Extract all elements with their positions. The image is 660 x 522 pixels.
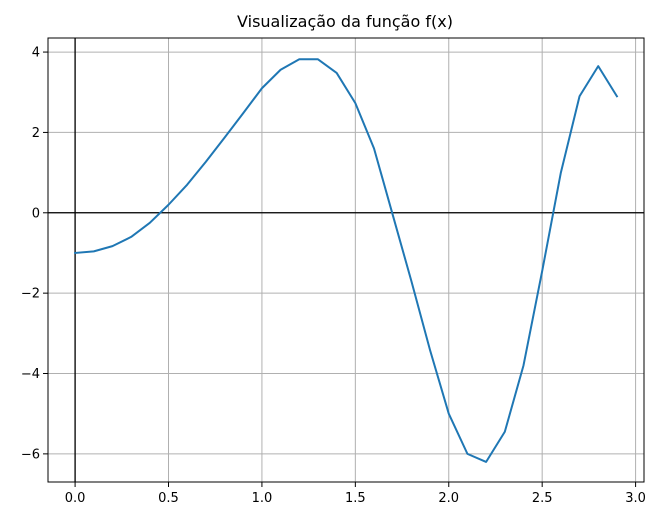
y-tick-label: −4 [21,367,40,382]
x-tick-label: 3.0 [625,491,646,506]
x-tick-label: 0.5 [158,491,179,506]
x-tick-label: 1.0 [252,491,273,506]
y-tick-label: −2 [21,287,40,302]
series-line [74,58,619,463]
reference-lines [48,38,644,482]
x-tick-label: 1.5 [345,491,366,506]
y-tick-label: −6 [21,447,40,462]
ticks: 0.0 0.5 1.0 1.5 2.0 2.5 3.0 −6 −4 −2 0 2 4 [21,46,646,506]
x-tick-label: 0.0 [65,491,86,506]
x-tick-label: 2.5 [532,491,553,506]
series-layer [74,58,619,463]
y-tick-label: 0 [32,206,40,221]
y-tick-label: 2 [32,126,40,141]
x-tick-label: 2.0 [438,491,459,506]
y-tick-label: 4 [32,46,40,61]
chart-title: Visualização da função f(x) [237,12,453,31]
plot-frame [47,37,645,483]
